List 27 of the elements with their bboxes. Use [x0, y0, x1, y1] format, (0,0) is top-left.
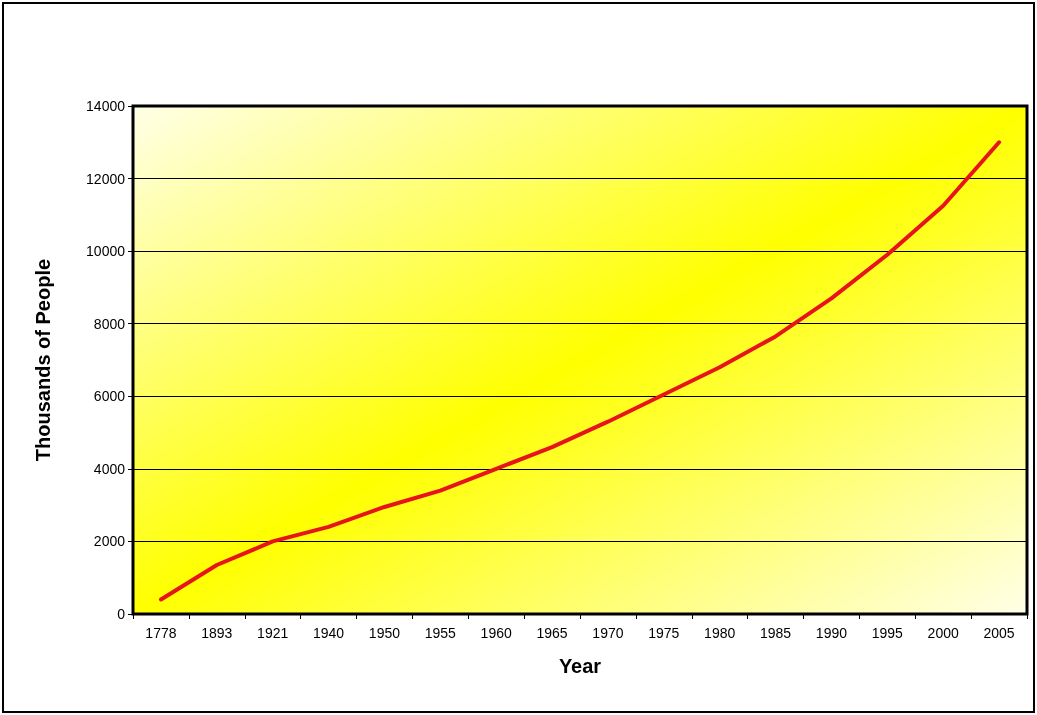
x-tick-label: 1960: [480, 625, 512, 641]
x-tick-label: 1893: [201, 625, 233, 641]
y-tick-label: 12000: [86, 170, 126, 187]
x-tick-label: 1965: [536, 625, 568, 641]
x-tick-label: 1950: [368, 625, 401, 641]
x-tick-label: 1980: [704, 625, 736, 641]
x-tick-label: 1778: [145, 625, 177, 641]
x-tick-label: 1940: [312, 625, 345, 641]
x-tick-label: 1990: [815, 625, 848, 641]
line-series: [158, 140, 1002, 602]
y-axis-title: Thousands of People: [32, 258, 54, 462]
x-tick-label: 1995: [871, 625, 904, 641]
x-tick-label: 1955: [424, 625, 457, 641]
x-tick-label: 1975: [648, 625, 680, 641]
x-tick-label: 2005: [983, 625, 1015, 641]
y-tick-label: 2000: [93, 533, 126, 550]
x-axis-title: Year: [558, 655, 602, 677]
y-tick-label: 10000: [86, 243, 126, 260]
y-tick-label: 14000: [86, 98, 126, 114]
y-tick-label: 0: [117, 606, 126, 622]
x-tick-label: 1985: [759, 625, 792, 641]
x-tick-label: 1921: [257, 625, 289, 641]
y-tick-label: 4000: [93, 460, 126, 477]
x-tick-label: 2000: [927, 625, 959, 641]
y-tick-label: 8000: [93, 315, 126, 332]
x-tick-label: 1970: [592, 625, 624, 641]
y-tick-label: 6000: [93, 388, 126, 405]
